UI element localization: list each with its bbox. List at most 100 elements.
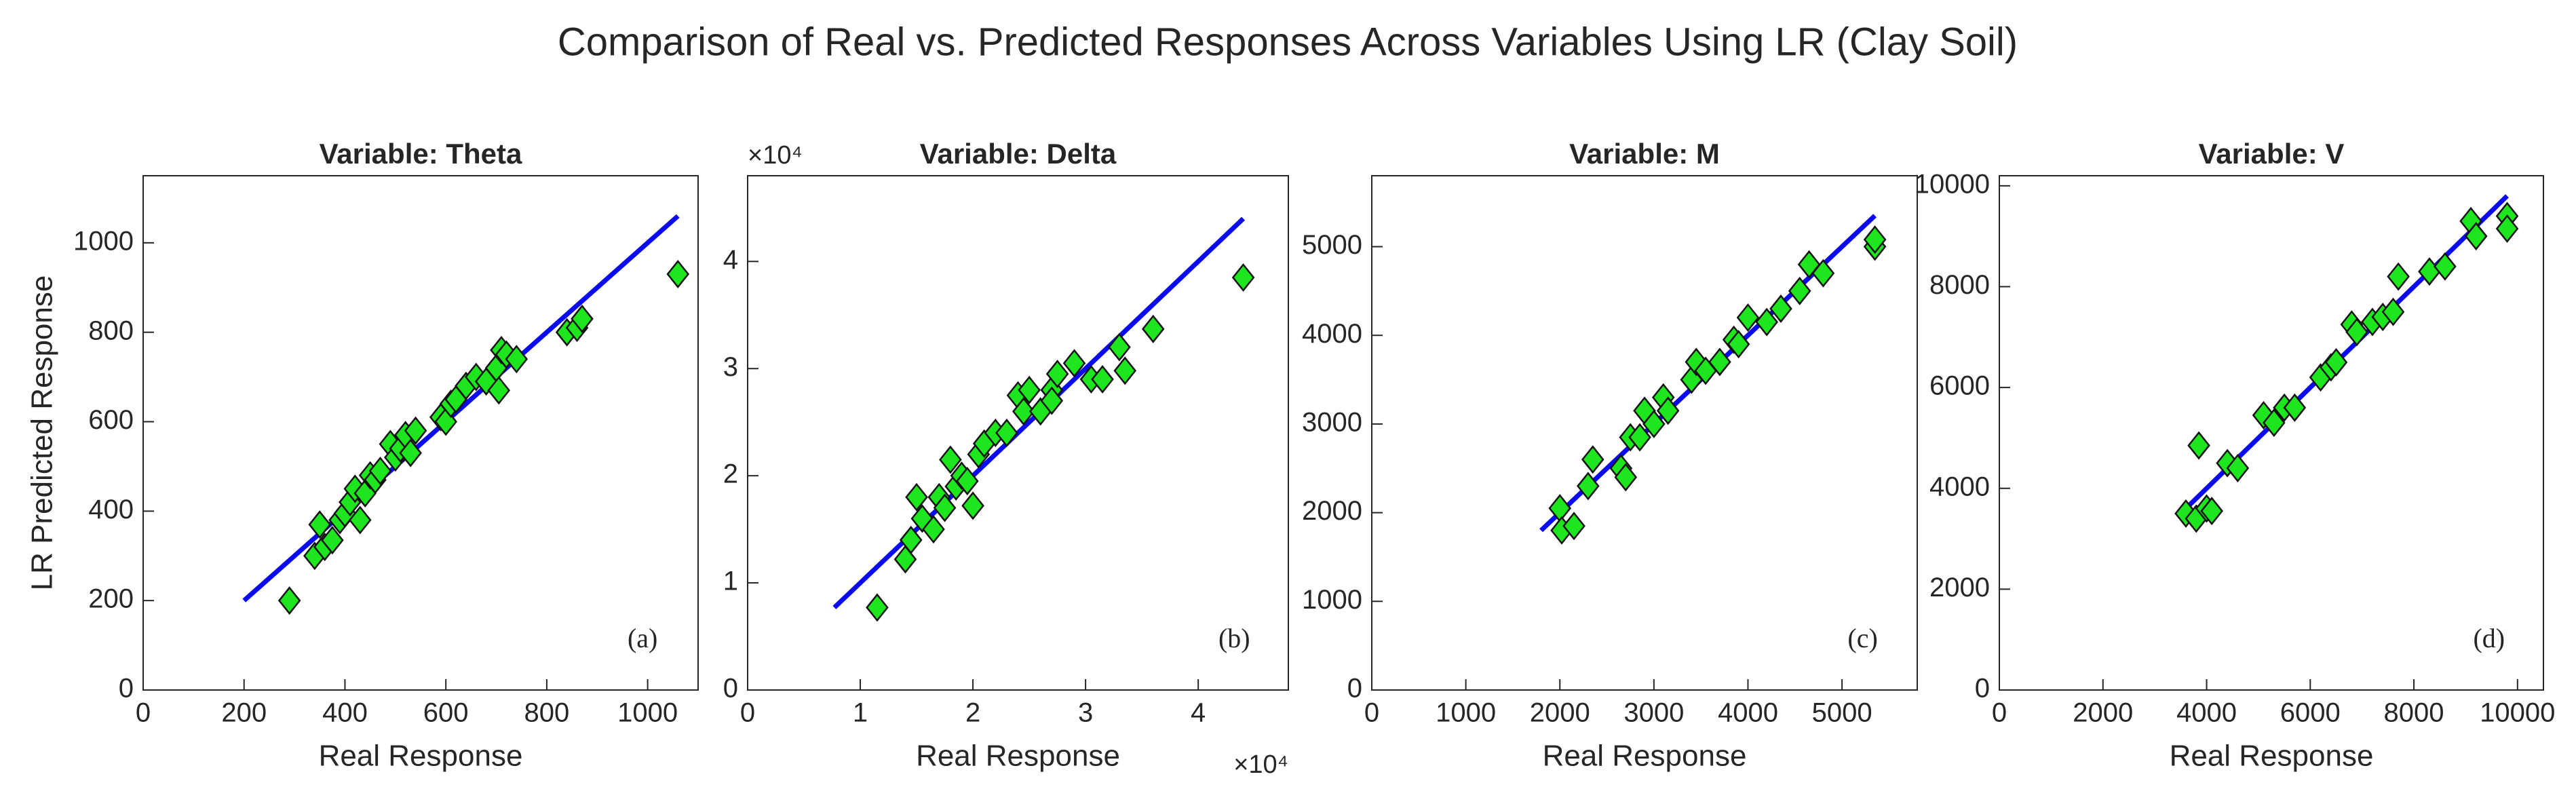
- x-tick-label: 800: [524, 698, 570, 728]
- y-multiplier: ×10⁴: [748, 141, 803, 170]
- x-tick-label: 2: [965, 698, 980, 728]
- y-tick-label: 3000: [1302, 407, 1362, 437]
- x-axis-label: Real Response: [2170, 740, 2374, 773]
- panel-label: (d): [2473, 623, 2505, 653]
- point: [1012, 397, 1035, 426]
- x-tick-label: 1: [853, 698, 868, 728]
- panel-label: (a): [628, 623, 657, 653]
- x-tick-label: 400: [322, 698, 368, 728]
- point: [893, 545, 917, 574]
- point: [666, 260, 690, 289]
- point: [1736, 303, 1760, 332]
- point: [899, 525, 923, 554]
- x-tick-label: 1000: [1436, 698, 1496, 728]
- point: [866, 593, 889, 622]
- point: [1108, 332, 1131, 362]
- point: [308, 510, 332, 539]
- point: [1656, 396, 1680, 425]
- point: [1788, 276, 1811, 305]
- y-tick-label: 6000: [1929, 371, 1990, 401]
- x-tick-label: 4: [1191, 698, 1206, 728]
- figure-title: Comparison of Real vs. Predicted Respons…: [558, 20, 2018, 64]
- x-tick-label: 6000: [2280, 698, 2341, 728]
- x-tick-label: 3: [1078, 698, 1093, 728]
- point: [1231, 263, 1255, 292]
- y-tick-label: 3: [723, 352, 738, 382]
- x-tick-label: 5000: [1812, 698, 1872, 728]
- y-tick-label: 4: [723, 245, 738, 275]
- point: [2226, 454, 2250, 483]
- panel-label: (c): [1847, 623, 1877, 653]
- x-tick-label: 8000: [2384, 698, 2444, 728]
- x-axis-label: Real Response: [1543, 740, 1747, 773]
- y-tick-label: 1000: [73, 226, 134, 256]
- y-tick-label: 4000: [1929, 472, 1990, 501]
- x-tick-label: 3000: [1623, 698, 1684, 728]
- x-tick-label: 4000: [2176, 698, 2237, 728]
- point: [2495, 214, 2519, 244]
- point: [1708, 347, 1731, 377]
- point: [321, 526, 344, 555]
- point: [1141, 314, 1165, 343]
- point: [368, 457, 392, 486]
- point: [1811, 259, 1835, 288]
- y-tick-label: 800: [88, 315, 134, 345]
- point: [2464, 222, 2488, 251]
- y-tick-label: 1000: [1302, 585, 1362, 615]
- x-tick-label: 10000: [2480, 698, 2555, 728]
- point: [1018, 375, 1041, 404]
- subplot-title: Variable: V: [2199, 138, 2345, 170]
- y-tick-label: 5000: [1302, 230, 1362, 260]
- point: [961, 491, 984, 520]
- point: [995, 418, 1018, 448]
- point: [505, 345, 528, 374]
- point: [905, 482, 928, 512]
- y-tick-label: 8000: [1929, 270, 1990, 300]
- point: [933, 493, 957, 522]
- x-tick-label: 0: [1364, 698, 1379, 728]
- x-tick-label: 1000: [617, 698, 678, 728]
- point: [1614, 463, 1638, 492]
- panel-label: (b): [1218, 623, 1250, 653]
- point: [1727, 330, 1750, 359]
- point: [1628, 423, 1651, 452]
- y-tick-label: 2: [723, 459, 738, 489]
- y-tick-label: 0: [723, 674, 738, 704]
- y-tick-label: 0: [1347, 674, 1362, 704]
- point: [922, 515, 945, 544]
- x-tick-label: 2000: [2073, 698, 2133, 728]
- y-tick-label: 0: [1975, 674, 1990, 704]
- x-tick-label: 0: [136, 698, 151, 728]
- point: [2187, 431, 2210, 460]
- x-tick-label: 0: [1992, 698, 2007, 728]
- point: [1040, 386, 1064, 415]
- point: [2283, 393, 2307, 422]
- subplot-title: Variable: M: [1569, 138, 1720, 170]
- x-tick-label: 4000: [1718, 698, 1778, 728]
- y-tick-label: 200: [88, 584, 134, 614]
- point: [1797, 250, 1821, 279]
- y-tick-label: 400: [88, 495, 134, 524]
- point: [1091, 365, 1114, 394]
- point: [1642, 409, 1666, 438]
- y-tick-label: 2000: [1302, 496, 1362, 526]
- fit-line: [242, 214, 680, 602]
- point: [2345, 318, 2368, 347]
- y-tick-label: 1: [723, 567, 738, 596]
- point: [2434, 252, 2457, 281]
- x-tick-label: 600: [423, 698, 469, 728]
- point: [1045, 360, 1069, 389]
- subplot-title: Variable: Theta: [320, 138, 522, 170]
- y-tick-label: 0: [119, 674, 134, 704]
- point: [1577, 472, 1600, 501]
- x-tick-label: 2000: [1530, 698, 1590, 728]
- x-multiplier: ×10⁴: [1233, 750, 1288, 779]
- x-tick-label: 0: [740, 698, 755, 728]
- subplot-title: Variable: Delta: [920, 138, 1117, 170]
- point: [1062, 349, 1086, 378]
- y-axis-label: LR Predicted Response: [26, 275, 59, 591]
- point: [1769, 294, 1792, 324]
- point: [2324, 347, 2348, 377]
- point: [571, 304, 594, 333]
- point: [1581, 445, 1604, 474]
